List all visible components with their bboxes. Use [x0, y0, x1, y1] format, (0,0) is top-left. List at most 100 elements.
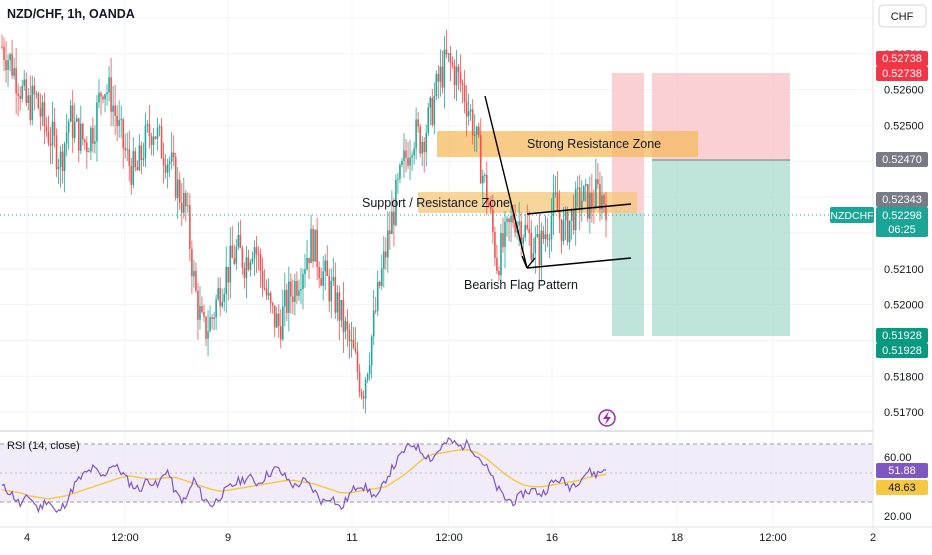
- candle-body: [183, 192, 185, 213]
- candle-body: [564, 211, 567, 221]
- candle-body: [308, 257, 310, 264]
- candle-body: [413, 148, 415, 156]
- candle-body: [25, 79, 28, 103]
- candle-body: [322, 271, 324, 286]
- rsi-ma-line: [1, 449, 607, 500]
- chart-title: NZD/CHF, 1h, OANDA: [7, 7, 135, 21]
- price-label-target-2-text: 0.51928: [882, 345, 922, 357]
- rsi-current-badge[interactable]: 51.88: [876, 463, 928, 478]
- price-label-stop-2[interactable]: 0.52738: [876, 66, 928, 81]
- flag-upper-line[interactable]: [526, 203, 632, 215]
- price-axis[interactable]: [873, 0, 932, 530]
- candle-body: [494, 232, 496, 259]
- price-label-zone[interactable]: 0.52343: [876, 192, 928, 207]
- candle-body: [415, 119, 417, 149]
- candle-body: [261, 270, 264, 288]
- candle-body: [217, 287, 219, 300]
- x-tick-label: 12:00: [435, 532, 463, 544]
- candle-body: [273, 305, 276, 328]
- candle-body: [449, 53, 452, 63]
- candle-body: [148, 124, 151, 137]
- price-label-target-2[interactable]: 0.51928: [876, 343, 928, 358]
- price-label-entry-text: 0.52470: [882, 154, 922, 166]
- candle-body: [243, 267, 246, 278]
- candle-body: [473, 134, 476, 136]
- price-label-stop-1-text: 0.52738: [882, 53, 922, 65]
- candle-body: [358, 371, 361, 393]
- candle-body: [288, 281, 290, 313]
- candle-body: [27, 95, 30, 103]
- candle-body: [332, 277, 335, 281]
- candle-body: [370, 336, 373, 366]
- candle-body: [140, 145, 143, 161]
- candle-body: [166, 163, 169, 173]
- candle-body: [160, 126, 163, 159]
- take-profit-zone-a[interactable]: [612, 213, 644, 336]
- flag-pole-line[interactable]: [484, 95, 528, 269]
- candle-body: [312, 228, 314, 262]
- currency-button[interactable]: CHF: [878, 4, 927, 28]
- candle-body: [277, 313, 280, 327]
- candle-body: [566, 211, 569, 243]
- candle-body: [134, 151, 137, 168]
- candle-body: [35, 93, 38, 95]
- candle-body: [267, 293, 270, 296]
- candle-body: [591, 192, 593, 207]
- candle-body: [457, 66, 460, 72]
- candle-body: [411, 155, 413, 158]
- candle-body: [9, 54, 11, 61]
- candle-body: [437, 73, 440, 82]
- rsi-ma-badge[interactable]: 48.63: [876, 480, 928, 495]
- candle-body: [393, 211, 395, 226]
- candle-body: [595, 179, 597, 208]
- price-label-target-1[interactable]: 0.51928: [876, 328, 928, 343]
- candle-body: [603, 195, 605, 205]
- candle-body: [5, 60, 7, 71]
- candle-body: [94, 141, 96, 144]
- candle-body: [106, 92, 108, 95]
- flag-arrow-head-a: [521, 255, 528, 269]
- candle-body: [316, 229, 318, 268]
- candle-body: [90, 127, 92, 152]
- y-tick-label: 0.52500: [884, 120, 924, 132]
- take-profit-zone-b[interactable]: [652, 160, 790, 336]
- price-label-target-1-text: 0.51928: [882, 330, 922, 342]
- candle-body: [275, 313, 278, 328]
- candle-body: [229, 245, 232, 283]
- x-tick-label: 9: [225, 532, 231, 544]
- candle-body: [120, 119, 122, 121]
- price-label-entry[interactable]: 0.52470: [876, 152, 928, 167]
- candle-body: [500, 233, 502, 276]
- candle-body: [203, 312, 205, 317]
- candle-body: [3, 46, 5, 61]
- flag-lower-line[interactable]: [526, 257, 632, 269]
- candle-body: [55, 135, 58, 170]
- candle-body: [429, 97, 432, 108]
- candle-body: [350, 339, 353, 342]
- candle-body: [387, 230, 389, 258]
- candle-body: [199, 305, 201, 320]
- candle-body: [540, 230, 543, 266]
- candle-body: [61, 151, 64, 172]
- candle-body: [510, 215, 512, 223]
- rsi-ma-value: 48.63: [888, 482, 916, 494]
- candle-body: [447, 53, 450, 55]
- candle-body: [481, 175, 484, 184]
- candle-body: [401, 160, 403, 165]
- x-axis-ticks[interactable]: 4 12:00 9 11 12:00 16 18 12:00 2: [24, 532, 876, 544]
- candle-body: [560, 219, 563, 242]
- candle-body: [477, 126, 480, 136]
- candle-body: [201, 305, 203, 313]
- price-label-stop-1[interactable]: 0.52738: [876, 51, 928, 66]
- candle-body: [506, 218, 508, 222]
- lightning-icon[interactable]: [598, 409, 616, 427]
- candle-body: [395, 179, 397, 226]
- last-price-badge[interactable]: NZDCHF 0.52298 06:25: [830, 207, 928, 237]
- candle-body: [320, 278, 322, 286]
- candle-body: [548, 239, 551, 241]
- candle-body: [237, 235, 240, 247]
- candle-body: [605, 204, 607, 220]
- candle-body: [324, 260, 327, 272]
- candle-body: [126, 149, 129, 151]
